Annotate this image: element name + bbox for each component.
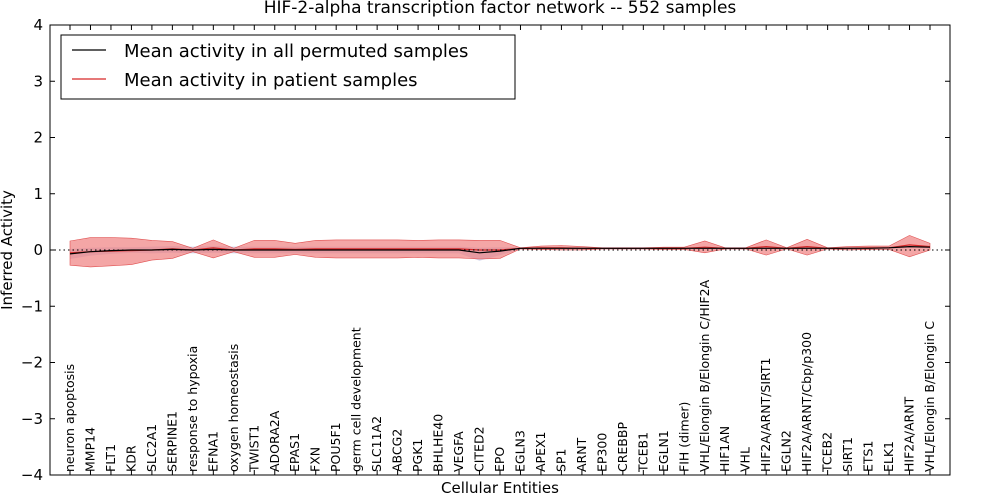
y-axis-title: Inferred Activity <box>0 190 16 310</box>
x-category-label: EPAS1 <box>287 433 302 472</box>
x-category-label: ETS1 <box>861 441 876 472</box>
x-category-label: TCEB1 <box>635 432 650 473</box>
x-category-label: EGLN1 <box>656 430 671 472</box>
x-category-label: ABCG2 <box>390 429 405 472</box>
x-category-label: FIH (dimer) <box>676 402 691 472</box>
x-category-label: neuron apoptosis <box>62 364 77 472</box>
x-category-label: VEGFA <box>451 431 466 472</box>
y-tick-label: −4 <box>21 466 43 484</box>
x-category-labels: neuron apoptosis MMP14 FLT1 KDR SLC2A1 SERPIN… <box>62 279 937 473</box>
x-category-label: SIRT1 <box>840 437 855 472</box>
x-axis <box>69 25 931 475</box>
x-category-label: APEX1 <box>533 431 548 472</box>
y-tick-label: 3 <box>33 72 43 90</box>
x-category-label: germ cell development <box>349 327 364 472</box>
x-category-label: VHL <box>738 447 753 472</box>
y-tick-label: 2 <box>33 129 43 147</box>
y-axis: −4 −3 −2 −1 0 1 2 3 4 <box>21 16 950 484</box>
x-category-label: EPO <box>492 447 507 472</box>
x-category-label: EGLN2 <box>779 430 794 472</box>
x-category-label: TWIST1 <box>246 425 261 473</box>
legend-box <box>60 34 516 100</box>
y-tick-label: 0 <box>33 241 43 259</box>
x-category-label: oxygen homeostasis <box>226 344 241 472</box>
legend: Mean activity in all permuted samples Me… <box>60 34 516 100</box>
x-category-label: SERPINE1 <box>164 411 179 472</box>
x-category-label: KDR <box>123 445 138 472</box>
x-category-label: CITED2 <box>472 426 487 472</box>
x-category-label: PGK1 <box>410 439 425 472</box>
x-category-label: POU5F1 <box>328 422 343 472</box>
x-category-label: CREBBP <box>615 422 630 472</box>
legend-label-patient: Mean activity in patient samples <box>124 70 418 91</box>
x-category-label: FXN <box>308 447 323 472</box>
x-category-label: TCEB2 <box>820 432 835 473</box>
x-category-label: response to hypoxia <box>185 346 200 472</box>
x-axis-title: Cellular Entities <box>441 479 559 497</box>
y-tick-label: 4 <box>33 16 43 34</box>
x-category-label: FLT1 <box>103 444 118 472</box>
x-category-label: VHL/Elongin B/Elongin C <box>922 321 937 472</box>
series-line-permuted <box>69 245 931 255</box>
x-category-label: SLC11A2 <box>369 416 384 472</box>
x-category-label: EP300 <box>594 433 609 472</box>
x-category-label: BHLHE40 <box>431 414 446 472</box>
y-tick-label: −2 <box>21 354 43 372</box>
y-tick-label: −1 <box>21 297 43 315</box>
x-category-label: VHL/Elongin B/Elongin C/HIF2A <box>697 279 712 472</box>
y-tick-label: 1 <box>33 185 43 203</box>
x-category-label: SLC2A1 <box>144 424 159 472</box>
x-category-label: MMP14 <box>83 427 98 472</box>
x-category-label: HIF1AN <box>717 426 732 472</box>
x-category-label: ARNT <box>574 437 589 472</box>
x-category-label: SP1 <box>553 449 568 472</box>
y-tick-label: −3 <box>21 410 43 428</box>
x-category-label: ELK1 <box>881 441 896 472</box>
x-category-label: HIF2A/ARNT/Cbp/p300 <box>799 332 814 472</box>
x-category-label: ADORA2A <box>267 410 282 472</box>
x-category-label: HIF2A/ARNT <box>902 396 917 472</box>
chart-title: HIF-2-alpha transcription factor network… <box>264 0 737 18</box>
x-category-label: EGLN3 <box>513 430 528 472</box>
x-category-label: HIF2A/ARNT/SIRT1 <box>758 358 773 472</box>
legend-label-permuted: Mean activity in all permuted samples <box>124 41 468 62</box>
x-category-label: EFNA1 <box>205 431 220 472</box>
